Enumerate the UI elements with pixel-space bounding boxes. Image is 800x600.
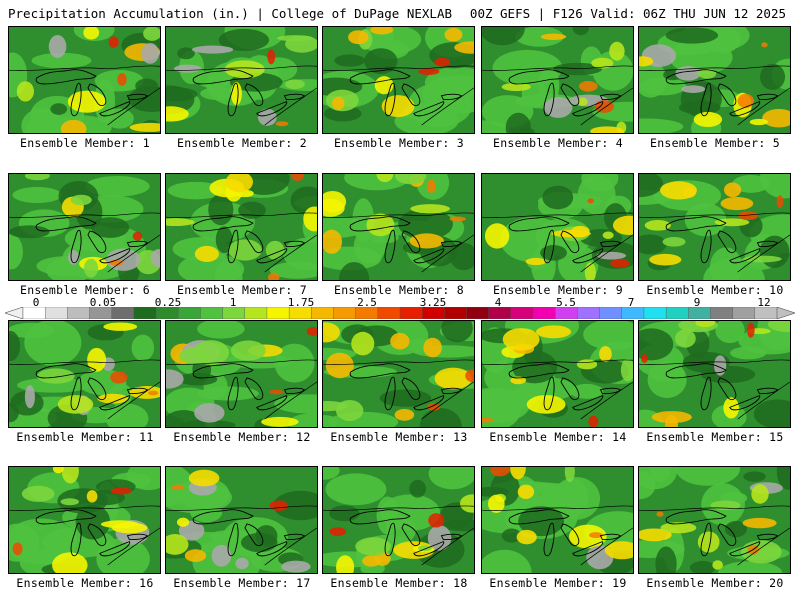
colorbar-tick-label: 0.05 <box>89 296 117 309</box>
colorbar-swatch <box>732 307 756 319</box>
colorbar-swatch <box>577 307 601 319</box>
colorbar-swatch <box>266 307 290 319</box>
ensemble-map-panel <box>8 466 161 574</box>
ensemble-map-panel <box>8 26 161 134</box>
colorbar-tick-label: 1.75 <box>287 296 315 309</box>
ensemble-member-label: Ensemble Member: 5 <box>649 136 781 150</box>
colorbar-tick-label: 7 <box>627 296 635 309</box>
ensemble-member-label: Ensemble Member: 10 <box>646 283 784 297</box>
colorbar-tick-label: 4 <box>494 296 502 309</box>
ensemble-map-panel <box>481 173 634 281</box>
ensemble-member-label: Ensemble Member: 15 <box>646 430 784 444</box>
colorbar-swatch <box>665 307 689 319</box>
chart-title: Precipitation Accumulation (in.) | Colle… <box>8 6 453 21</box>
ensemble-map-panel <box>638 173 791 281</box>
ensemble-member-label: Ensemble Member: 6 <box>19 283 151 297</box>
colorbar-swatch <box>200 307 224 319</box>
ensemble-member-label: Ensemble Member: 18 <box>330 576 468 590</box>
ensemble-map-panel <box>322 26 475 134</box>
ensemble-member-label: Ensemble Member: 4 <box>492 136 624 150</box>
colorbar-swatch <box>643 307 667 319</box>
ensemble-map-panel <box>638 320 791 428</box>
ensemble-member-label: Ensemble Member: 14 <box>489 430 627 444</box>
ensemble-member-label: Ensemble Member: 2 <box>176 136 308 150</box>
ensemble-map-panel <box>322 466 475 574</box>
ensemble-member-label: Ensemble Member: 19 <box>489 576 627 590</box>
ensemble-map-panel <box>165 26 318 134</box>
ensemble-member-label: Ensemble Member: 11 <box>16 430 154 444</box>
ensemble-map-panel <box>481 466 634 574</box>
ensemble-member-label: Ensemble Member: 1 <box>19 136 151 150</box>
model-run-info: 00Z GEFS | F126 Valid: 06Z THU JUN 12 20… <box>469 6 786 21</box>
colorbar-tick-label: 9 <box>693 296 701 309</box>
ensemble-member-label: Ensemble Member: 9 <box>492 283 624 297</box>
ensemble-map-panel <box>638 466 791 574</box>
colorbar-tick-label: 12 <box>757 296 771 309</box>
precipitation-colorbar <box>5 307 795 319</box>
ensemble-member-label: Ensemble Member: 13 <box>330 430 468 444</box>
ensemble-member-label: Ensemble Member: 7 <box>176 283 308 297</box>
colorbar-swatch <box>244 307 268 319</box>
colorbar-left-arrow <box>5 307 24 319</box>
colorbar-tick-label: 1 <box>229 296 237 309</box>
ensemble-member-label: Ensemble Member: 17 <box>173 576 311 590</box>
ensemble-member-label: Ensemble Member: 20 <box>646 576 784 590</box>
colorbar-swatch <box>67 307 91 319</box>
ensemble-member-label: Ensemble Member: 8 <box>333 283 465 297</box>
ensemble-map-panel <box>8 173 161 281</box>
colorbar-tick-label: 0 <box>32 296 40 309</box>
colorbar-tick-label: 0.25 <box>154 296 182 309</box>
ensemble-map-panel <box>481 320 634 428</box>
ensemble-member-label: Ensemble Member: 3 <box>333 136 465 150</box>
colorbar-swatch <box>133 307 157 319</box>
ensemble-map-panel <box>165 320 318 428</box>
colorbar-swatch <box>466 307 490 319</box>
colorbar-tick-label: 3.25 <box>419 296 447 309</box>
colorbar-tick-label: 2.5 <box>357 296 377 309</box>
colorbar-swatch <box>444 307 468 319</box>
colorbar-swatch <box>311 307 334 319</box>
ensemble-map-panel <box>322 320 475 428</box>
colorbar-swatch <box>532 307 556 319</box>
ensemble-map-panel <box>165 466 318 574</box>
ensemble-map-panel <box>322 173 475 281</box>
colorbar-swatch <box>377 307 401 319</box>
colorbar-swatch <box>44 307 68 319</box>
ensemble-map-panel <box>165 173 318 281</box>
colorbar-tick-label: 5.5 <box>556 296 576 309</box>
colorbar-swatch <box>178 307 201 319</box>
colorbar-swatch <box>599 307 623 319</box>
colorbar-swatch <box>710 307 734 319</box>
colorbar-swatch <box>333 307 357 319</box>
ensemble-member-label: Ensemble Member: 12 <box>173 430 311 444</box>
ensemble-map-panel <box>8 320 161 428</box>
ensemble-map-panel <box>481 26 634 134</box>
ensemble-map-panel <box>638 26 791 134</box>
colorbar-right-arrow <box>776 307 795 319</box>
ensemble-member-label: Ensemble Member: 16 <box>16 576 154 590</box>
colorbar-swatch <box>510 307 534 319</box>
